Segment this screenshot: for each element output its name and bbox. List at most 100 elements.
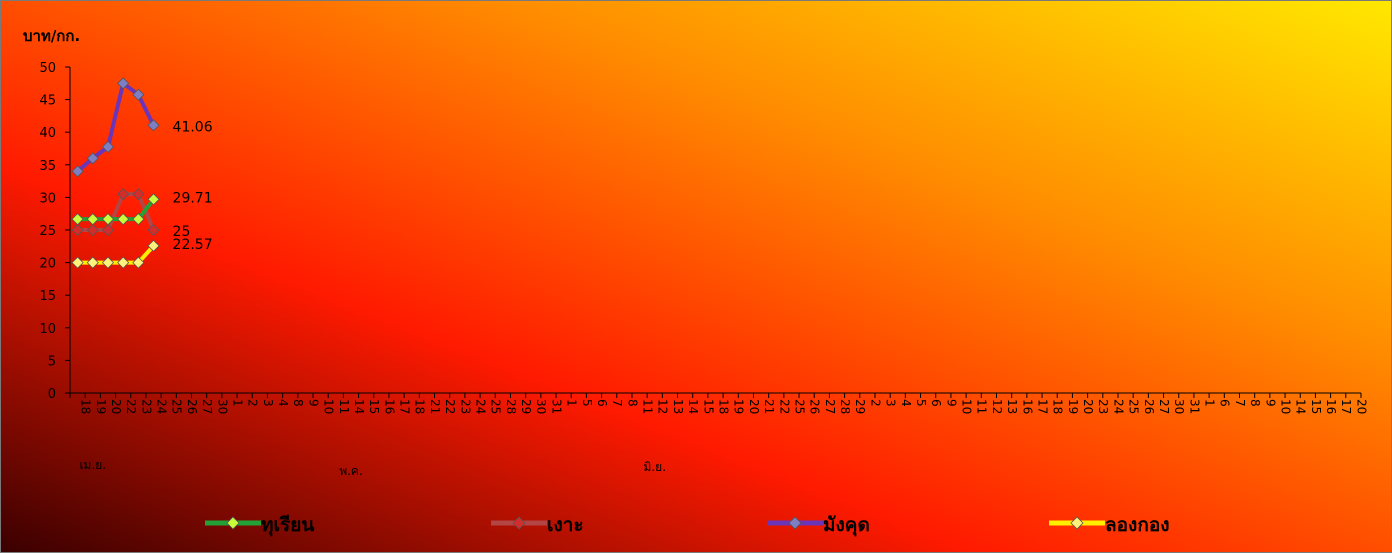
data-point xyxy=(101,223,115,237)
data-point xyxy=(86,213,99,226)
x-tick-label: 2 xyxy=(868,399,882,407)
x-tick-label: 23 xyxy=(1096,399,1110,414)
y-tick-label: 0 xyxy=(48,387,56,402)
x-tick-label: 17 xyxy=(398,399,412,414)
data-label: 25 xyxy=(173,224,191,240)
x-tick-label: 5 xyxy=(914,399,928,407)
data-point xyxy=(147,223,160,237)
x-tick-label: 1 xyxy=(1203,399,1217,407)
y-tick-label: 40 xyxy=(39,126,56,141)
x-tick-label: 12 xyxy=(656,399,670,414)
x-tick-label: 23 xyxy=(139,399,153,414)
data-point xyxy=(117,77,130,90)
x-tick-label: 20 xyxy=(1354,399,1368,414)
data-point xyxy=(132,188,145,201)
x-tick-label: 1 xyxy=(565,399,579,407)
x-tick-label: 12 xyxy=(990,399,1004,414)
x-tick-label: 11 xyxy=(337,399,351,414)
x-tick-label: 20 xyxy=(109,399,123,414)
x-tick-label: 25 xyxy=(489,399,503,414)
data-point xyxy=(86,152,99,165)
legend-marker xyxy=(788,516,802,530)
data-point xyxy=(71,223,84,237)
x-tick-label: 18 xyxy=(79,399,93,414)
x-tick-label: 25 xyxy=(170,399,184,414)
data-point xyxy=(147,193,160,206)
x-tick-label: 18 xyxy=(413,399,427,414)
x-tick-label: 10 xyxy=(322,399,336,414)
data-point xyxy=(71,213,84,226)
legend-label: ลองกอง xyxy=(1105,514,1170,536)
x-tick-label: 6 xyxy=(1218,399,1232,407)
x-tick-label: 25 xyxy=(792,399,806,414)
legend-item: ทุเรียน xyxy=(205,514,314,537)
x-tick-label: 9 xyxy=(944,399,958,407)
series-layer: 25 29.71 22.57 41.06 xyxy=(71,77,213,269)
x-tick-label: 22 xyxy=(124,399,138,414)
data-point xyxy=(147,119,160,132)
x-tick-label: 24 xyxy=(155,399,169,414)
y-tick-label: 35 xyxy=(39,159,56,174)
x-tick-label: 22 xyxy=(777,399,791,414)
series-1: 29.71 xyxy=(71,190,213,226)
data-point xyxy=(132,88,145,101)
data-point xyxy=(101,140,115,153)
x-tick-label: 22 xyxy=(443,399,457,414)
month-label: พ.ค. xyxy=(339,464,363,478)
x-tick-label: 31 xyxy=(549,399,563,414)
legend-item: มังคุด xyxy=(767,514,870,537)
data-point xyxy=(117,256,130,269)
data-point xyxy=(101,213,115,226)
y-tick-label: 20 xyxy=(39,257,56,272)
legend-marker xyxy=(1070,516,1084,530)
x-tick-label: 28 xyxy=(838,399,852,414)
legend: ทุเรียน เงาะ มังคุด ลองกอง xyxy=(205,514,1170,537)
x-tick-label: 6 xyxy=(929,399,943,407)
x-tick-label: 2 xyxy=(246,399,260,407)
x-tick-label: 10 xyxy=(1278,399,1292,414)
x-tick-label: 25 xyxy=(1127,399,1141,414)
x-tick-label: 24 xyxy=(473,399,487,414)
x-tick-label: 13 xyxy=(1005,399,1019,414)
x-tick-label: 26 xyxy=(808,399,822,414)
legend-item: ลองกอง xyxy=(1049,514,1170,536)
x-tick-label: 20 xyxy=(1081,399,1095,414)
x-tick-label: 29 xyxy=(519,399,533,414)
x-tick-label: 15 xyxy=(367,399,381,414)
y-tick-label: 30 xyxy=(39,191,56,206)
data-point xyxy=(117,188,130,201)
series-4: 22.57 xyxy=(71,237,213,269)
x-tick-label: 23 xyxy=(458,399,472,414)
x-tick-label: 9 xyxy=(1263,399,1277,407)
x-tick-label: 16 xyxy=(1020,399,1034,414)
data-point xyxy=(71,165,84,178)
y-tick-label: 5 xyxy=(48,354,56,369)
x-tick-label: 15 xyxy=(701,399,715,414)
x-tick-label: 14 xyxy=(686,399,700,414)
data-point xyxy=(117,213,130,226)
x-tick-label: 15 xyxy=(1309,399,1323,414)
y-tick-label: 10 xyxy=(39,322,56,337)
x-tick-label: 9 xyxy=(306,399,320,407)
legend-marker xyxy=(226,516,240,530)
legend-item: เงาะ xyxy=(491,514,584,536)
legend-marker xyxy=(512,516,526,530)
x-tick-label: 17 xyxy=(1035,399,1049,414)
x-tick-label: 3 xyxy=(261,399,275,407)
x-tick-label: 18 xyxy=(717,399,731,414)
series-line xyxy=(77,244,156,265)
data-point xyxy=(147,239,160,252)
x-tick-label: 17 xyxy=(1339,399,1353,414)
x-tick-label: 26 xyxy=(185,399,199,414)
x-tick-label: 3 xyxy=(884,399,898,407)
x-tick-label: 19 xyxy=(1066,399,1080,414)
x-tick-label: 11 xyxy=(975,399,989,414)
legend-label: ทุเรียน xyxy=(261,514,314,537)
x-tick-label: 19 xyxy=(732,399,746,414)
x-tick-label: 31 xyxy=(1187,399,1201,414)
x-tick-label: 26 xyxy=(1142,399,1156,414)
month-label: เม.ย. xyxy=(79,458,106,472)
y-tick-label: 15 xyxy=(39,289,56,304)
